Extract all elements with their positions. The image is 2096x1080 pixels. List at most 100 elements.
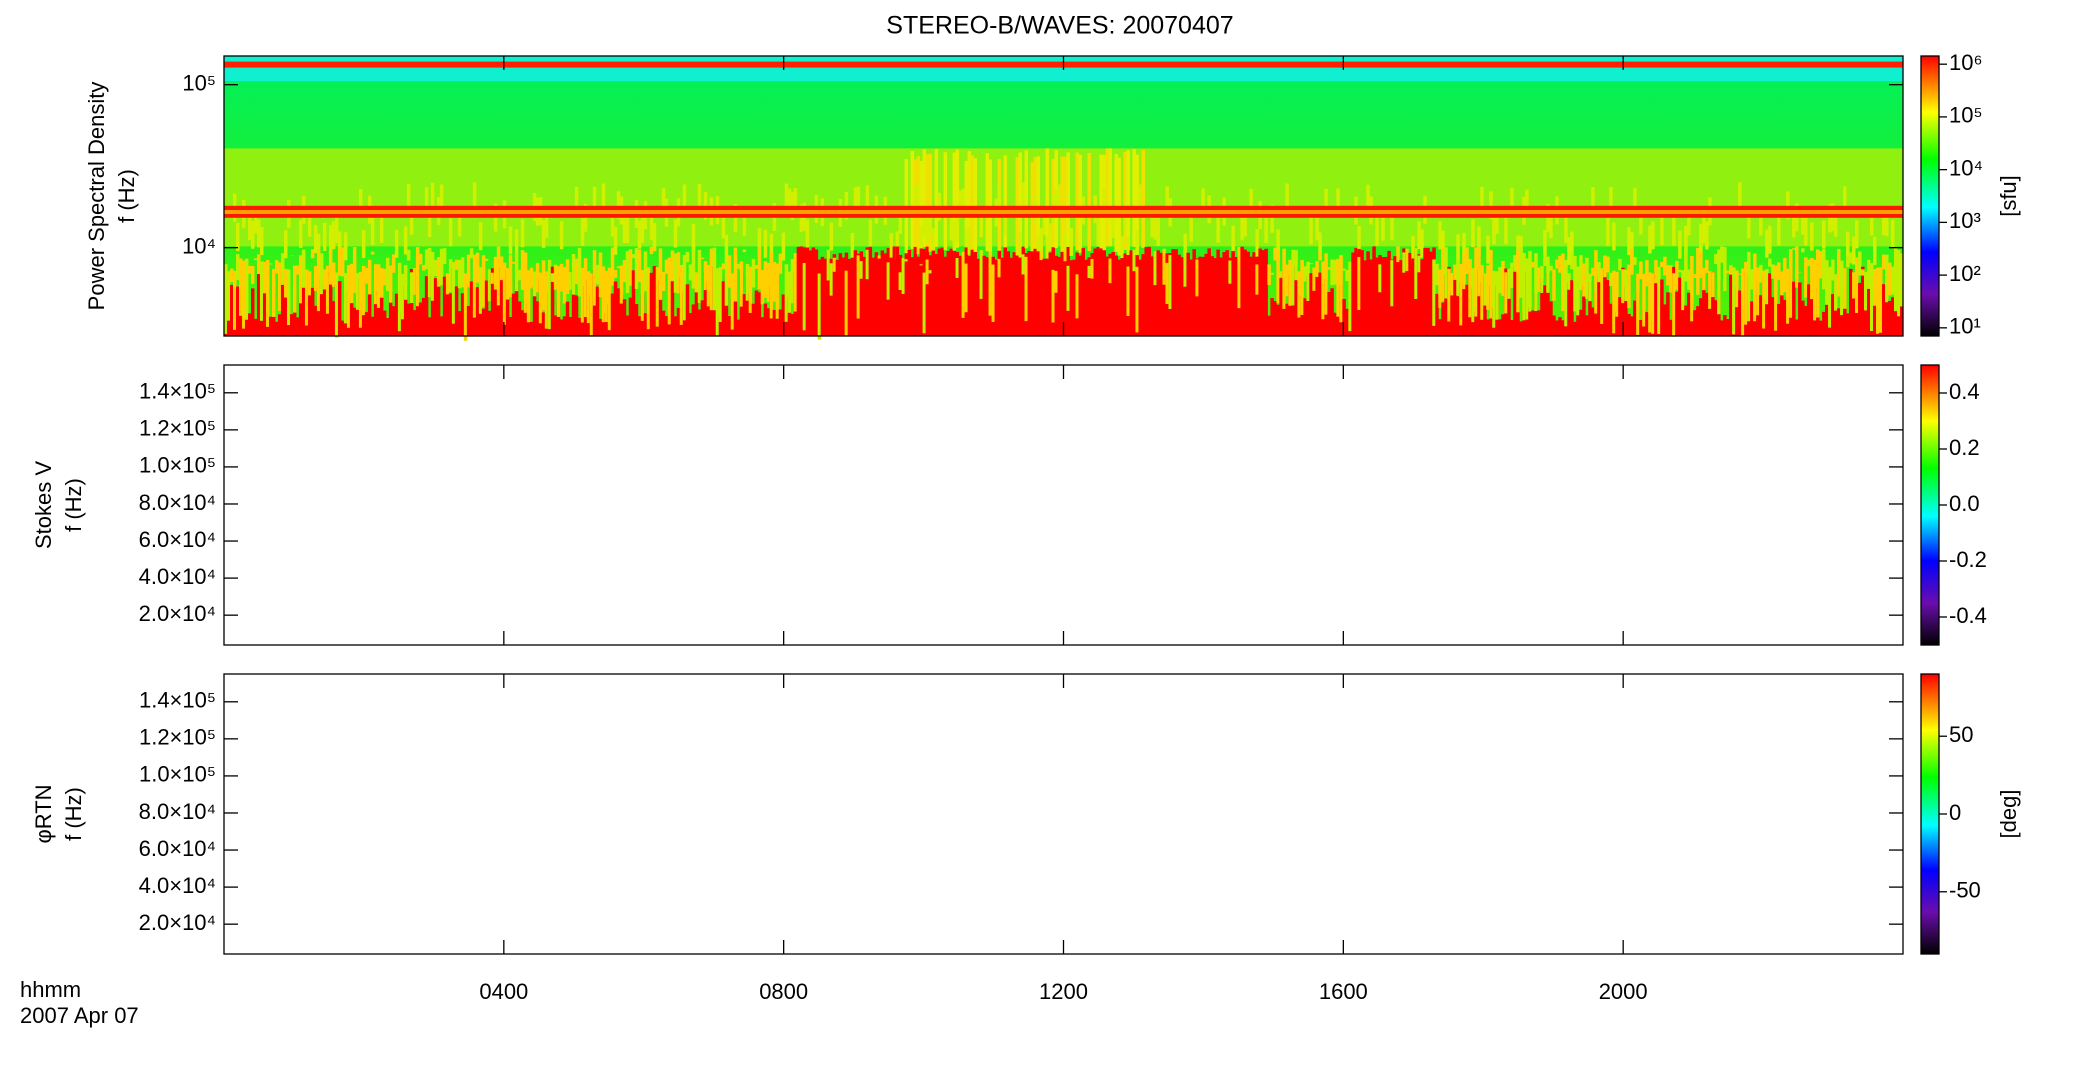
- y-tick-label: 1.2×10⁵: [139, 416, 216, 441]
- spectrogram-streak: [1615, 311, 1619, 336]
- spectrogram-streak: [1465, 247, 1469, 275]
- spectrogram-streak: [1309, 216, 1313, 245]
- spectrogram-streak: [1852, 236, 1856, 265]
- spectrogram-streak: [406, 183, 411, 212]
- spectrogram-streak: [613, 270, 618, 278]
- spectrogram-streak: [1318, 232, 1322, 261]
- spectrogram-streak: [1201, 256, 1205, 336]
- spectrogram-streak: [823, 258, 828, 336]
- spectrogram-streak: [322, 269, 327, 290]
- spectrogram-streak: [1870, 263, 1874, 331]
- spectrogram-streak: [952, 251, 957, 336]
- spectrogram-streak: [955, 258, 960, 278]
- spectrogram-streak: [1699, 298, 1703, 336]
- spectrogram-streak: [919, 264, 924, 266]
- spectrogram-streak: [1225, 250, 1229, 336]
- spectrogram-streak: [1249, 256, 1253, 336]
- spectrogram-streak: [760, 317, 765, 336]
- spectrogram-streak: [1489, 191, 1493, 220]
- spectrogram-streak: [676, 252, 681, 294]
- spectrogram-streak: [1435, 293, 1439, 336]
- spectrogram-streak: [928, 209, 933, 238]
- spectrogram-streak: [1624, 286, 1628, 336]
- spectrogram-streak: [616, 191, 621, 220]
- spectrogram-streak: [499, 267, 504, 336]
- spectrogram-streak: [247, 266, 252, 274]
- spectrogram-streak: [706, 264, 711, 307]
- spectrogram-streak: [1492, 270, 1496, 328]
- spectrogram-streak: [1735, 270, 1739, 308]
- spectrogram-streak: [727, 316, 732, 336]
- spectrogram-streak: [595, 264, 600, 285]
- spectrogram-streak: [1729, 273, 1733, 336]
- spectrogram-streak: [340, 320, 345, 336]
- spectrogram-streak: [1639, 319, 1643, 336]
- spectrogram-streak: [427, 247, 432, 298]
- spectrogram-streak: [538, 272, 543, 324]
- spectrogram-streak: [1789, 249, 1793, 318]
- spectrogram-streak: [370, 316, 375, 336]
- spectrogram-streak: [676, 307, 681, 336]
- spectrogram-streak: [1339, 255, 1343, 323]
- x-axis-label: 2007 Apr 07: [20, 1003, 139, 1028]
- spectrogram-streak: [472, 182, 477, 211]
- spectrogram-streak: [1807, 259, 1811, 267]
- spectrogram-streak: [565, 259, 570, 295]
- spectrogram-streak: [691, 246, 696, 289]
- spectrogram-streak: [1243, 208, 1247, 237]
- spectrogram-streak: [1078, 154, 1082, 253]
- spectrogram-streak: [1876, 267, 1880, 334]
- spectrogram-streak: [1048, 223, 1053, 252]
- spectrogram-streak: [553, 264, 558, 290]
- spectrogram-streak: [1468, 259, 1472, 318]
- spectrogram-streak: [550, 273, 555, 282]
- spectrogram-streak: [652, 222, 657, 251]
- spectrogram-streak: [1042, 258, 1047, 336]
- spectrogram-streak: [628, 249, 633, 286]
- spectrogram-streak: [997, 250, 1002, 336]
- spectrogram-streak: [1891, 297, 1895, 336]
- spectrogram-streak: [643, 313, 648, 336]
- spectrogram-streak: [325, 295, 330, 336]
- spectrogram-streak: [799, 204, 804, 233]
- spectrogram-streak: [562, 316, 567, 336]
- spectrogram-streak: [1087, 265, 1091, 279]
- spectrogram-streak: [811, 247, 816, 336]
- spectrogram-streak: [1693, 274, 1697, 279]
- spectrogram-streak: [625, 315, 630, 336]
- spectrogram-streak: [901, 258, 906, 294]
- spectrogram-streak: [1522, 310, 1526, 336]
- spectrogram-streak: [304, 269, 309, 326]
- spectrogram-streak: [430, 182, 435, 211]
- spectrogram-streak: [646, 267, 651, 330]
- spectrogram-streak: [301, 284, 306, 336]
- spectrogram-streak: [928, 270, 933, 274]
- spectrogram-streak: [361, 230, 366, 259]
- spectrogram-streak: [1885, 208, 1889, 237]
- spectrogram-streak: [1600, 268, 1604, 324]
- spectrogram-streak: [610, 293, 615, 336]
- spectrogram-streak: [253, 318, 258, 336]
- spectrogram-streak: [478, 267, 483, 314]
- spectrogram-streak: [805, 219, 810, 248]
- spectrogram-streak: [1180, 257, 1184, 336]
- spectrogram-streak: [1519, 321, 1523, 336]
- spectrogram-streak: [1132, 148, 1136, 247]
- y-tick-label: 8.0×10⁴: [139, 799, 216, 824]
- spectrogram-streak: [1312, 288, 1316, 336]
- spectrogram-streak: [1375, 217, 1379, 246]
- spectrogram-streak: [1765, 229, 1769, 258]
- spectrogram-streak: [724, 234, 729, 263]
- spectrogram-streak: [1030, 251, 1035, 336]
- spectrogram-streak: [1057, 256, 1062, 336]
- spectrogram-streak: [859, 261, 864, 279]
- spectrogram-streak: [895, 246, 900, 336]
- spectrogram-streak: [835, 259, 840, 336]
- spectrogram-streak: [1804, 305, 1808, 336]
- spectrogram-streak: [1654, 271, 1658, 336]
- spectrogram-streak: [1435, 263, 1439, 286]
- spectrogram-streak: [904, 253, 909, 336]
- spectrogram-streak: [1855, 220, 1859, 249]
- colorbar-tick-label: 0.0: [1949, 491, 1980, 516]
- spectrogram-streak: [409, 206, 414, 235]
